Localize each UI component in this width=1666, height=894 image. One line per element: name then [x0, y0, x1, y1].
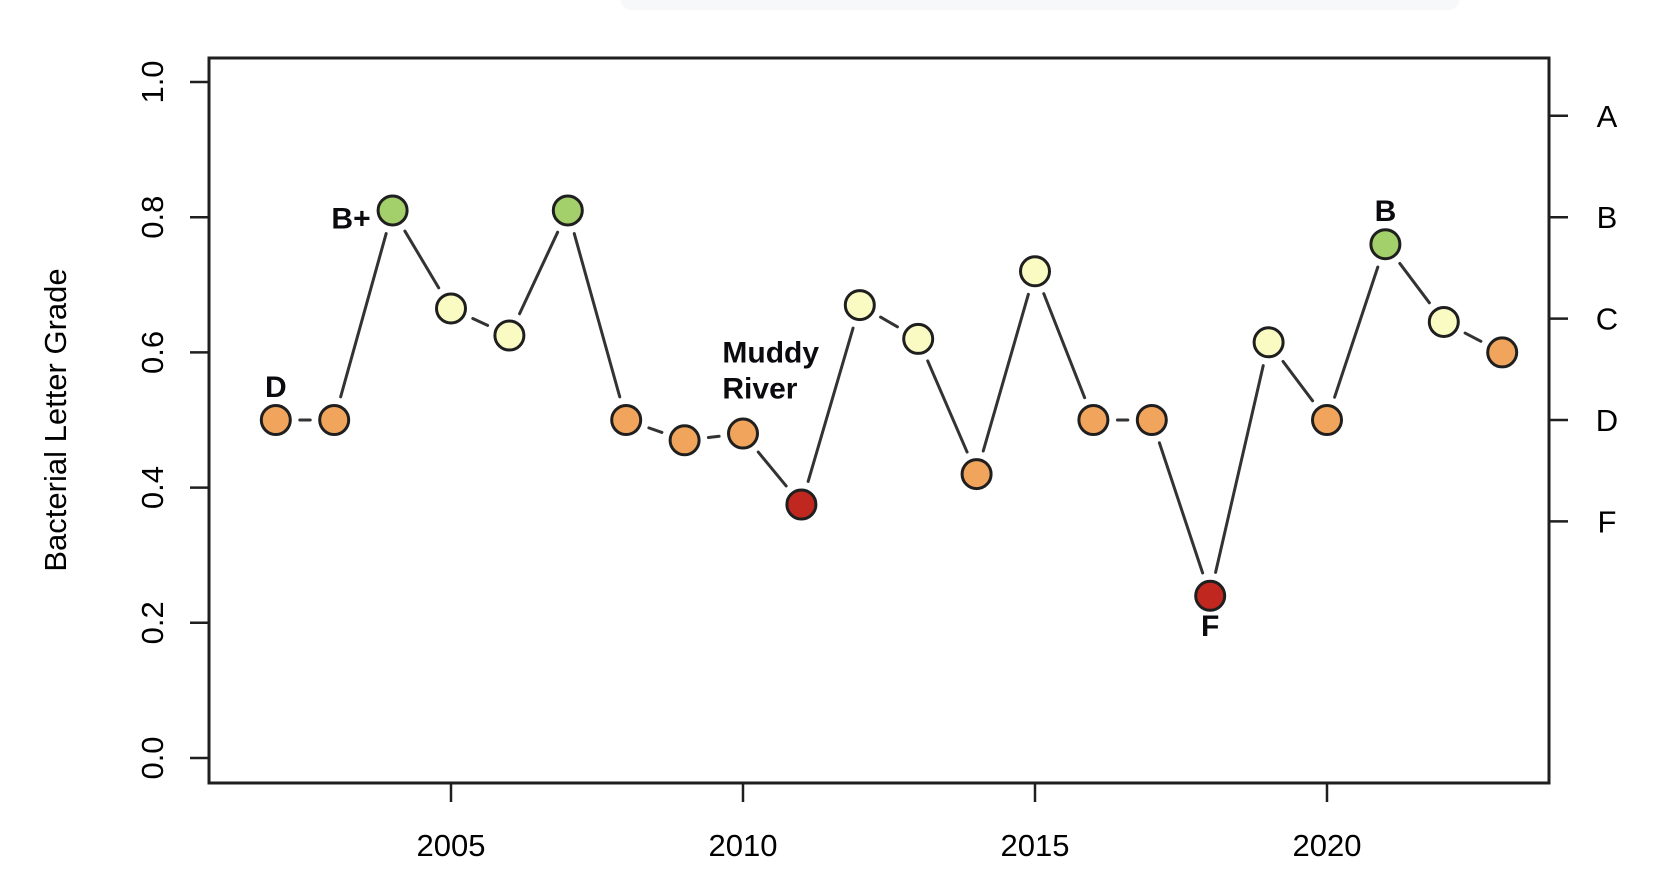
data-point-2019: [1252, 326, 1285, 359]
plot-border: [207, 56, 1551, 785]
x-tick-label: 2020: [1293, 828, 1362, 863]
line-segment: [806, 326, 855, 483]
y-axis-title: Bacterial Letter Grade: [38, 268, 73, 571]
data-point-2004: [376, 194, 409, 227]
data-point-2003: [318, 404, 351, 436]
data-point-2017: [1135, 404, 1168, 436]
y-tick-label: 0.0: [135, 736, 170, 779]
y-tick-label: 0.2: [135, 601, 170, 644]
series-points: [259, 194, 1519, 612]
line-segment: [1281, 359, 1315, 403]
line-segment: [1398, 261, 1431, 305]
y-axis-right: A B C D F: [1549, 99, 1618, 539]
line-segment: [706, 434, 721, 440]
line-segment: [403, 229, 441, 290]
grade-tick-label: D: [1596, 403, 1618, 438]
data-point-2015: [1019, 255, 1051, 288]
line-segment: [518, 230, 560, 316]
annotation-label: D: [265, 371, 287, 404]
x-tick-label: 2010: [709, 828, 778, 863]
annotation-label: B+: [331, 202, 370, 235]
window-edge-artifact: [621, 0, 1459, 10]
line-segment: [471, 317, 490, 327]
line-segment: [572, 232, 622, 399]
y-tick-label: 1.0: [135, 60, 170, 103]
data-point-2007: [551, 194, 584, 227]
line-segment: [879, 315, 899, 329]
annotation-label: Muddy: [722, 337, 819, 370]
grade-tick-label: A: [1597, 99, 1618, 134]
data-point-2005: [435, 292, 467, 325]
data-point-2008: [610, 404, 643, 436]
grade-tick-label: C: [1596, 302, 1618, 337]
annotation-label: River: [722, 373, 797, 406]
x-axis: 2005 2010 2015 2020: [417, 783, 1362, 863]
data-point-2011: [785, 488, 818, 521]
annotation-label: F: [1201, 610, 1219, 643]
line-segment: [1214, 364, 1265, 574]
data-point-2016: [1077, 404, 1110, 436]
series-lines: [298, 229, 1483, 575]
y-tick-label: 0.4: [135, 466, 170, 509]
data-point-2020: [1311, 404, 1343, 436]
grade-tick-label: F: [1598, 504, 1617, 539]
data-point-2009: [668, 424, 701, 457]
y-tick-label: 0.8: [135, 196, 170, 239]
line-segment: [981, 292, 1030, 453]
line-segment: [1463, 331, 1483, 343]
data-point-2006: [493, 319, 526, 352]
data-point-2021: [1369, 228, 1402, 261]
x-tick-label: 2015: [1001, 828, 1070, 863]
line-segment: [339, 232, 388, 399]
data-point-2010: [727, 417, 759, 450]
data-point-2022: [1427, 305, 1460, 338]
data-point-2002: [259, 404, 292, 436]
grade-tick-label: B: [1597, 200, 1618, 235]
line-segment: [1333, 265, 1380, 399]
line-segment: [926, 359, 969, 454]
data-point-2023: [1486, 336, 1519, 369]
line-segment: [1157, 441, 1205, 575]
data-point-2014: [960, 458, 993, 491]
data-point-2012: [843, 289, 876, 322]
line-segment: [647, 426, 664, 434]
line-segment: [756, 450, 788, 488]
annotation-label: B: [1375, 195, 1397, 228]
x-tick-label: 2005: [417, 828, 486, 863]
data-point-2018: [1194, 579, 1227, 612]
data-point-2013: [902, 322, 935, 355]
y-axis-left: 0.0 0.2 0.4 0.6 0.8 1.0: [135, 60, 209, 780]
y-tick-label: 0.6: [135, 331, 170, 374]
line-segment: [1042, 292, 1087, 400]
